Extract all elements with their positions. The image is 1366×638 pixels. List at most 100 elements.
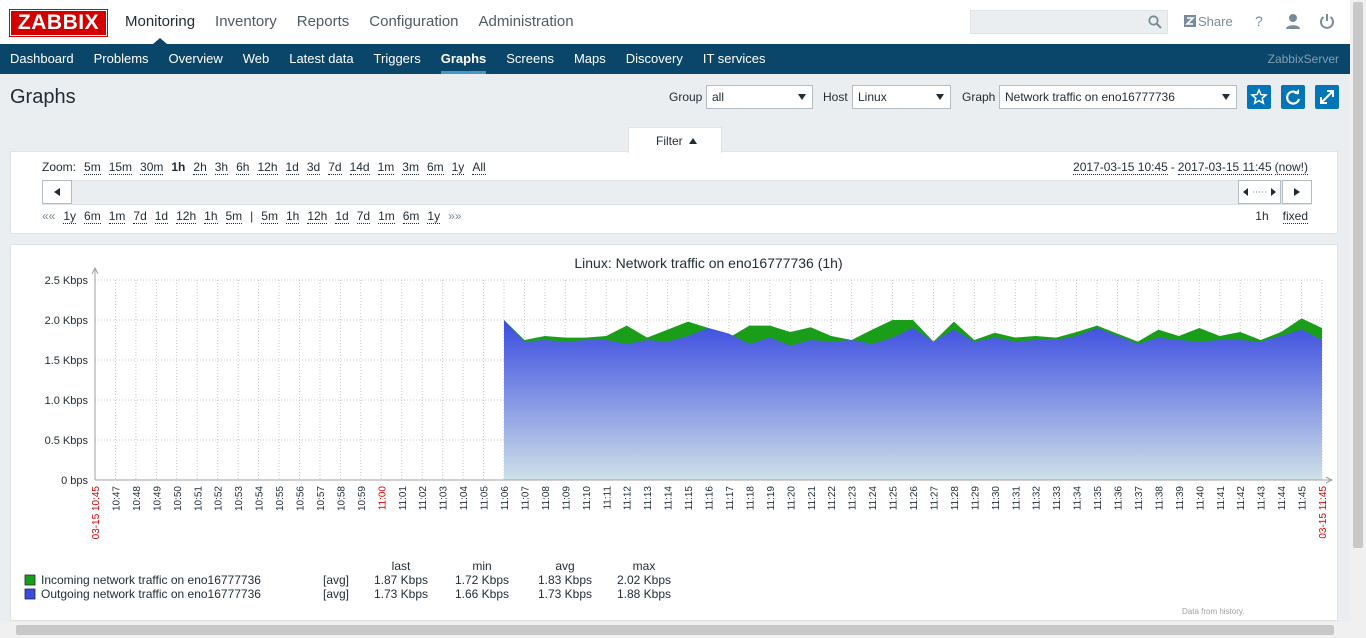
- sub-menu-item[interactable]: Dashboard: [10, 51, 74, 66]
- back-step[interactable]: 7d: [133, 209, 147, 224]
- y-axis-arrow: [91, 266, 99, 275]
- x-tick-label: 11:07: [520, 486, 531, 511]
- sub-menu-item[interactable]: Graphs: [440, 44, 487, 74]
- filter-tab[interactable]: Filter: [628, 127, 722, 153]
- selector[interactable]: all: [706, 85, 813, 109]
- menu-item[interactable]: Reports: [296, 13, 350, 30]
- scroll-left-button[interactable]: [42, 180, 72, 204]
- legend-name: Outgoing network traffic on eno16777736: [41, 587, 261, 601]
- period-from[interactable]: 2017-03-15 10:45: [1073, 160, 1168, 175]
- x-tick-label: 10:52: [214, 486, 225, 511]
- filter-panel: Zoom: 5m 15m 30m 1h 2h 3h 6h 12h 1d 3d 7d 14d 1m 3m 6m 1…: [10, 151, 1338, 234]
- forward-step[interactable]: 5m: [261, 209, 278, 224]
- share-link[interactable]: Share: [1198, 14, 1233, 29]
- menu-item[interactable]: Administration: [478, 13, 574, 30]
- menu-item[interactable]: Monitoring: [125, 13, 196, 30]
- back-link[interactable]: ««: [42, 209, 56, 223]
- zoom-row: Zoom: 5m 15m 30m 1h 2h 3h 6h 12h 1d 3d 7d 14d 1m 3m 6m 1…: [42, 160, 486, 175]
- selector-label: Group: [669, 90, 703, 104]
- filter-arrow[interactable]: [689, 138, 697, 144]
- back-step[interactable]: 1y: [63, 209, 77, 224]
- zoom-option[interactable]: 15m: [108, 160, 133, 175]
- period-to[interactable]: 2017-03-15 11:45: [1177, 160, 1272, 175]
- filter-tab-label[interactable]: Filter: [656, 134, 683, 148]
- sub-menu-item[interactable]: Maps: [573, 51, 606, 66]
- sub-menu-item[interactable]: IT services: [702, 51, 766, 66]
- sub-menu-item[interactable]: Latest data: [289, 51, 354, 66]
- favourite-button[interactable]: [1247, 85, 1271, 109]
- zoom-option[interactable]: 3d: [306, 160, 321, 175]
- forward-step[interactable]: 7d: [356, 209, 371, 224]
- vertical-scroll-thumb[interactable]: [1353, 2, 1363, 548]
- zoom-option[interactable]: 2h: [193, 160, 207, 175]
- sub-menu-item[interactable]: Screens: [506, 51, 554, 66]
- forward-step[interactable]: 1y: [427, 209, 441, 224]
- menu-item[interactable]: Inventory: [215, 13, 277, 30]
- zoom-option[interactable]: 1y: [451, 160, 465, 175]
- back-step[interactable]: 1m: [108, 209, 126, 224]
- logo[interactable]: ZABBIX: [9, 9, 108, 37]
- legend-function: [avg]: [323, 587, 349, 601]
- zoom-option[interactable]: 7d: [328, 160, 342, 175]
- period-mode-link[interactable]: fixed: [1282, 209, 1308, 224]
- sub-menu-item[interactable]: Overview: [168, 51, 223, 66]
- menu-item[interactable]: Configuration: [369, 13, 459, 30]
- refresh-button[interactable]: [1281, 85, 1305, 109]
- forward-step[interactable]: 1d: [335, 209, 349, 224]
- forward-step[interactable]: 12h: [307, 209, 328, 224]
- y-tick-label: 2.5 Kbps: [45, 275, 89, 287]
- selector[interactable]: Linux: [852, 85, 951, 109]
- x-tick-label: 11:28: [950, 486, 961, 511]
- logout-icon[interactable]: [1319, 13, 1335, 29]
- user-icon[interactable]: [1285, 13, 1301, 29]
- zoom-option[interactable]: 1m: [377, 160, 395, 175]
- sub-menu-item[interactable]: Discovery: [625, 51, 683, 66]
- sub-menu-item[interactable]: Problems: [93, 51, 149, 66]
- x-tick-label: 11:20: [786, 486, 797, 511]
- sub-menu-item[interactable]: Triggers: [373, 51, 421, 66]
- y-tick-label: 0 bps: [61, 475, 88, 487]
- x-tick-label: 11:17: [725, 486, 736, 511]
- forward-step[interactable]: 1h: [285, 209, 300, 224]
- back-step[interactable]: 1h: [204, 209, 218, 224]
- selector[interactable]: Network traffic on eno16777736: [999, 85, 1237, 109]
- zoom-option[interactable]: 12h: [257, 160, 278, 175]
- y-tick-label: 2.0 Kbps: [45, 315, 89, 327]
- timeline-scrollbar[interactable]: [42, 180, 1312, 205]
- vertical-scrollbar[interactable]: [1350, 0, 1366, 622]
- forward-step[interactable]: 6m: [402, 209, 420, 224]
- zoom-option[interactable]: 3m: [402, 160, 419, 175]
- x-tick-label: 10:58: [336, 486, 347, 511]
- search-icon[interactable]: [1148, 15, 1162, 29]
- fullscreen-button[interactable]: [1315, 85, 1339, 109]
- back-step[interactable]: 5m: [225, 209, 243, 224]
- zoom-option[interactable]: 30m: [140, 160, 164, 175]
- period-now[interactable]: (now!): [1274, 160, 1308, 175]
- forward-step[interactable]: 1m: [378, 209, 395, 224]
- back-step[interactable]: 1d: [154, 209, 169, 224]
- legend-stat: 1.66 Kbps: [455, 587, 509, 601]
- x-tick-label: 11:19: [766, 486, 777, 511]
- zoom-option[interactable]: 5m: [84, 160, 101, 175]
- zoom-label: Zoom:: [42, 160, 77, 174]
- horizontal-scroll-thumb[interactable]: [16, 625, 1334, 635]
- back-step[interactable]: 12h: [176, 209, 197, 224]
- help-link[interactable]: ?: [1255, 13, 1263, 29]
- zoom-option[interactable]: 3h: [214, 160, 229, 175]
- zoom-option[interactable]: All: [472, 160, 486, 175]
- x-tick-label: 11:11: [602, 486, 613, 510]
- search-box[interactable]: [970, 10, 1168, 34]
- sub-menu-item[interactable]: Web: [242, 51, 270, 66]
- horizontal-scrollbar[interactable]: [0, 622, 1366, 638]
- x-axis-arrow: [1325, 476, 1334, 484]
- scroll-handle[interactable]: [1238, 180, 1281, 204]
- back-step[interactable]: 6m: [84, 209, 101, 224]
- forward-link[interactable]: »»: [448, 209, 462, 223]
- zoom-option[interactable]: 14d: [349, 160, 370, 175]
- scroll-right-button[interactable]: [1282, 180, 1312, 204]
- zoom-option[interactable]: 1d: [285, 160, 299, 175]
- x-tick-label: 11:05: [480, 486, 491, 511]
- zoom-option[interactable]: 6h: [236, 160, 250, 175]
- share-icon[interactable]: [1184, 15, 1196, 27]
- zoom-option[interactable]: 6m: [426, 160, 444, 175]
